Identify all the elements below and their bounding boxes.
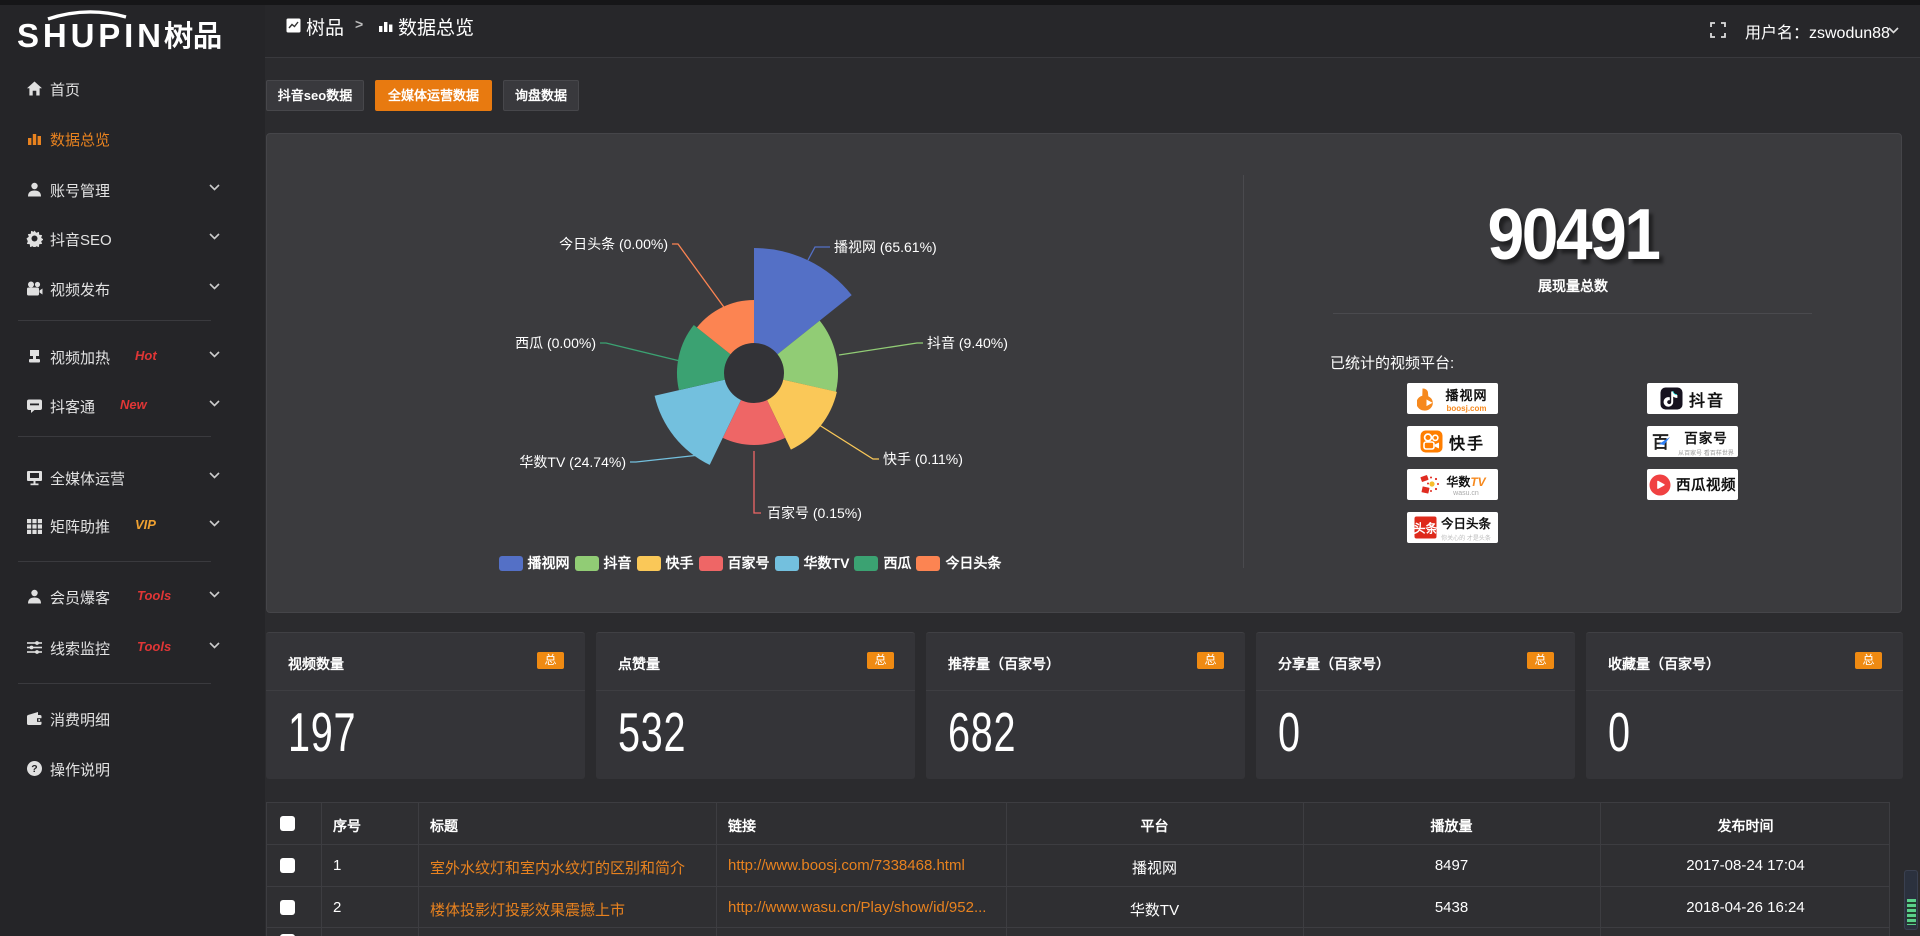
svg-text:头条: 头条 [1414,521,1437,536]
svg-text:百: 百 [1652,433,1669,452]
svg-text:?: ? [31,763,37,775]
svg-text:今日头条 (0.00%): 今日头条 (0.00%) [559,236,668,252]
svg-text:SHUPIN: SHUPIN [17,17,160,53]
svg-text:树品: 树品 [164,20,222,53]
svg-text:快手 (0.11%): 快手 (0.11%) [883,451,963,467]
svg-text:抖音 (9.40%): 抖音 (9.40%) [927,335,1008,351]
svg-text:百家号 (0.15%): 百家号 (0.15%) [767,505,862,521]
svg-text:播视网 (65.61%): 播视网 (65.61%) [834,239,937,255]
svg-text:华数TV (24.74%): 华数TV (24.74%) [519,454,626,470]
svg-text:西瓜 (0.00%): 西瓜 (0.00%) [515,335,596,351]
